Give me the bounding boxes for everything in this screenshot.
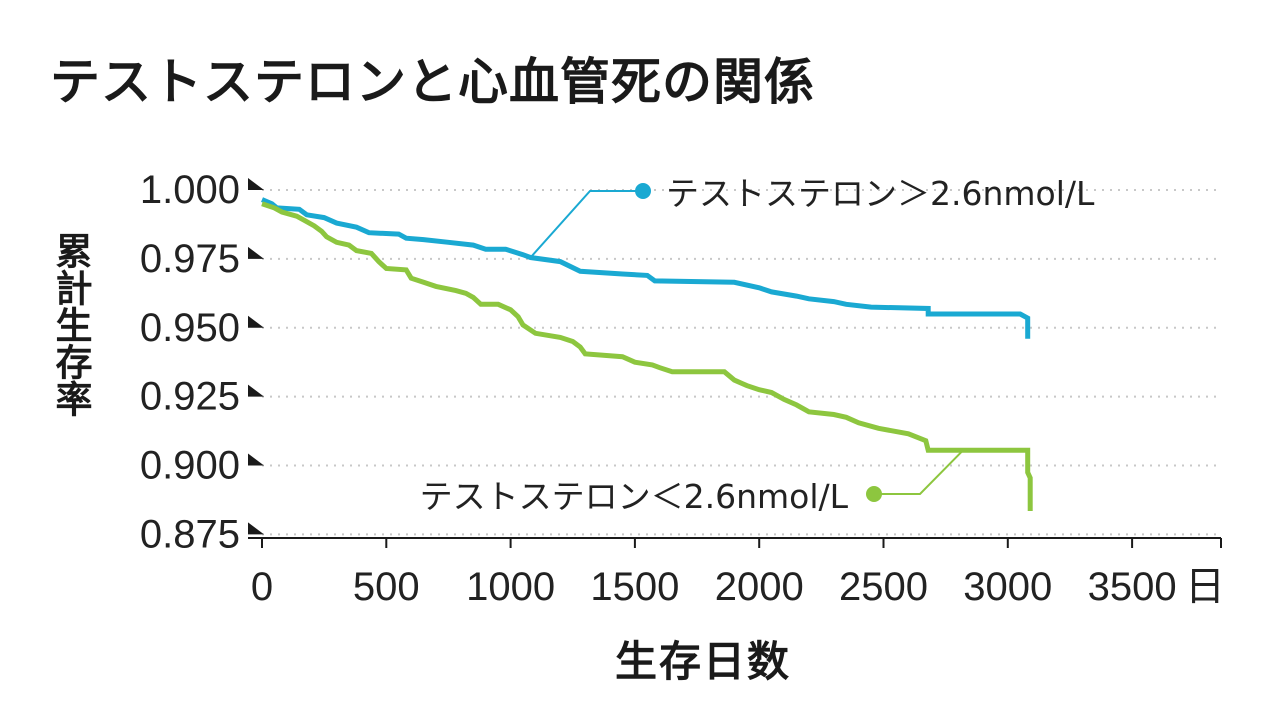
x-axis-label: 生存日数 — [614, 637, 791, 686]
y-tick-marker — [248, 315, 264, 328]
x-tick-label: 3000 — [963, 565, 1052, 609]
y-tick-label: 0.975 — [140, 237, 240, 281]
chart-title: テストステロンと心血管死の関係 — [50, 53, 815, 111]
x-tick-label: 500 — [353, 565, 420, 609]
x-tick-label: 3500 — [1088, 565, 1177, 609]
callout-dot-0 — [635, 183, 651, 199]
callout-leader-1 — [874, 449, 964, 495]
y-tick-marker — [248, 384, 264, 397]
x-tick-label: 1500 — [590, 565, 679, 609]
x-tick-label: 1000 — [466, 565, 555, 609]
y-tick-label: 0.900 — [140, 444, 240, 488]
y-tick-label: 0.875 — [140, 512, 240, 556]
x-tick-label: 0 — [251, 565, 273, 609]
y-tick-label: 1.000 — [140, 168, 240, 212]
y-axis-label: 累計生存率 — [49, 232, 92, 417]
y-tick-marker — [248, 178, 264, 190]
x-axis-unit: 日 — [1185, 565, 1225, 609]
x-tick-label: 2500 — [839, 565, 928, 609]
y-tick-label: 0.925 — [140, 375, 240, 419]
callout-dot-1 — [866, 486, 882, 502]
callout-leader-0 — [529, 190, 643, 259]
series-line-1 — [261, 201, 1033, 511]
y-tick-marker — [248, 453, 264, 466]
x-tick-label: 2000 — [715, 565, 804, 609]
y-tick-marker — [248, 246, 264, 259]
series-line-0 — [261, 197, 1031, 339]
series-label-1: テストステロン＜2.6nmol/L — [420, 477, 849, 516]
series-label-0: テストステロン＞2.6nmol/L — [666, 174, 1095, 213]
y-tick-label: 0.950 — [140, 306, 240, 350]
y-tick-marker — [248, 522, 264, 535]
